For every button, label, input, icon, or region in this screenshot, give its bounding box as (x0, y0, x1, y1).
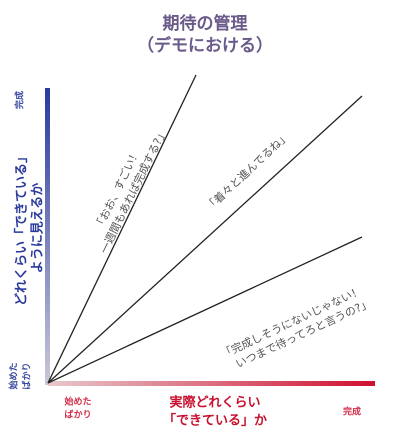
subtitle: （デモにおける） (137, 35, 273, 56)
x-axis (48, 381, 375, 386)
x-left: ばかり (64, 409, 91, 421)
y-bottom: 始めた (8, 362, 20, 389)
y-label-group: どれくらい「できている」 ように見えるか (14, 150, 46, 306)
x-left: 始めた (64, 396, 91, 408)
y-label: ように見えるか (31, 183, 46, 274)
x-label: 「できている」か (163, 413, 267, 429)
x-label: 実際どれくらい (169, 395, 260, 411)
y-bottom-group: 始めた ばかり (8, 362, 33, 389)
y-label: どれくらい「できている」 (14, 150, 30, 306)
annotation-line: 一週間もあれば完成する?」 (97, 126, 170, 256)
line-shallow (47, 236, 363, 384)
y-axis (45, 88, 50, 385)
y-bottom: ばかり (21, 362, 33, 389)
annotation: 「おお、すごい！ 一週間もあれば完成する?」 (92, 126, 170, 256)
y-top: 完成 (14, 91, 26, 109)
title: 期待の管理 (163, 13, 248, 34)
annotation: 「完成しそうにないじゃない！ いつまで待ってろと言うの?」 (219, 283, 374, 371)
y-top-group: 完成 (14, 91, 26, 109)
line-steep (47, 74, 197, 384)
line-middle (47, 95, 363, 384)
x-right: 完成 (343, 406, 361, 418)
lines (47, 74, 363, 384)
